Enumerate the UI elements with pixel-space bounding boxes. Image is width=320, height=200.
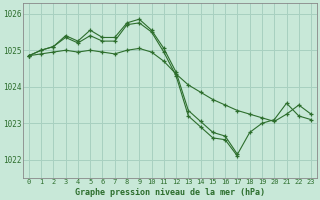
X-axis label: Graphe pression niveau de la mer (hPa): Graphe pression niveau de la mer (hPa) (75, 188, 265, 197)
